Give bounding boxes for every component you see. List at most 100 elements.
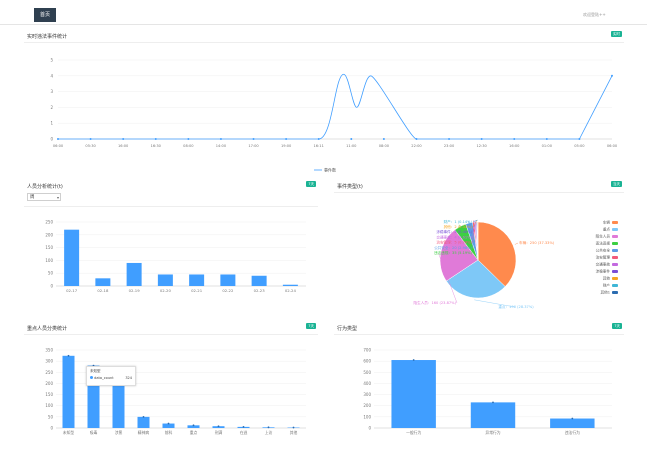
data-point — [89, 138, 92, 140]
y-tick-label: 0 — [50, 284, 53, 289]
tooltip-title: 未知型 — [90, 369, 101, 373]
bar — [470, 402, 516, 428]
y-tick-label: 50 — [48, 271, 54, 276]
legend-swatch — [612, 263, 618, 266]
bar-top-marker — [242, 425, 245, 428]
x-tick-label: 02-17 — [66, 288, 78, 293]
x-tick-label: 08:00 — [183, 144, 194, 148]
x-tick-label: 未知型 — [63, 430, 75, 435]
legend-swatch — [612, 284, 618, 287]
bar-top-marker — [292, 426, 295, 429]
x-tick-label: 前科 — [165, 430, 173, 435]
legend-label: 涉稳事件 — [596, 269, 611, 274]
data-point — [578, 138, 581, 140]
bar-top-marker — [142, 415, 145, 418]
panel-badge[interactable]: 7天 — [612, 323, 622, 329]
key-person-bar-chart: 050100150200250300350未知型 吸毒 涉黑 精神病 前科 重点 刑满 在逃上… — [45, 348, 306, 435]
panel-event-types: 事件类型(t) 当天 车辆：250 (37.33%) 重点：190 (28.37%… — [334, 178, 624, 318]
user-link[interactable]: 欢迎登陆++ — [583, 12, 606, 17]
legend-label: 重点 — [603, 227, 611, 232]
bar — [62, 355, 75, 428]
panel-badge[interactable]: 实时 — [611, 31, 622, 37]
data-point — [187, 138, 190, 140]
panel-key-person: 重点人员分类统计 7天 0 50 100 150 200 250 300 350 未知型 吸毒 涉黑… — [24, 320, 318, 450]
data-point — [219, 138, 222, 140]
x-tick-label: 吸毒 — [90, 430, 98, 435]
bar-top-marker — [192, 424, 195, 427]
bar-top-marker — [267, 426, 270, 429]
x-tick-label: 精神病 — [138, 430, 150, 435]
panel-divider — [24, 334, 318, 335]
y-tick-label: 150 — [45, 392, 53, 397]
x-tick-label: 16:11 — [314, 144, 324, 148]
x-tick-label: 02-23 — [254, 288, 266, 293]
x-tick-label: 其他 — [290, 430, 298, 435]
panel-divider — [334, 334, 624, 335]
x-tick-label: 06:00 — [53, 144, 64, 148]
x-tick-label: 01:00 — [542, 144, 553, 148]
x-tick-label: 05:30 — [85, 144, 96, 148]
bar — [187, 425, 200, 428]
y-tick-label: 200 — [45, 232, 53, 237]
bar-top-marker — [67, 354, 70, 357]
pie-leader-line — [472, 219, 478, 222]
data-point — [415, 138, 418, 140]
x-tick-label: 02-18 — [97, 288, 109, 293]
y-tick-label: 4 — [50, 73, 53, 78]
y-tick-label: 5 — [50, 58, 53, 63]
legend-label: 车辆 — [603, 220, 611, 225]
y-tick-label: 700 — [363, 348, 371, 353]
pie-label: 治安管理：5 (0.74%) — [436, 240, 472, 245]
x-tick-label: 12:30 — [476, 144, 487, 148]
bar — [391, 360, 436, 428]
bar — [189, 274, 205, 286]
x-tick-label: 23:00 — [444, 144, 455, 148]
legend-swatch — [612, 221, 618, 224]
x-tick-label: 违法行为 — [565, 430, 580, 435]
y-tick-label: 100 — [45, 403, 53, 408]
bar — [157, 274, 173, 286]
bar — [282, 284, 298, 286]
period-select[interactable]: 周 ▾ — [27, 193, 61, 201]
legend-swatch — [612, 270, 618, 273]
behavior-bar-chart: 0 100 200 300 400 500 600 700 一般行为 异常行为 违法行为 — [363, 348, 612, 435]
legend-swatch — [612, 277, 618, 280]
data-point — [545, 138, 548, 140]
x-tick-label: 19:00 — [281, 144, 292, 148]
y-tick-label: 2 — [50, 105, 53, 110]
legend-swatch — [612, 242, 618, 245]
y-tick-label: 50 — [48, 414, 54, 419]
panel-title: 实时违法事件统计 — [27, 34, 68, 40]
pie-label: 其他：2 (0.31%) — [444, 224, 473, 229]
bar — [95, 278, 111, 286]
y-tick-label: 150 — [45, 245, 53, 250]
data-point — [611, 74, 613, 77]
x-tick-label: 在逃 — [240, 430, 248, 435]
panel-badge[interactable]: 7天 — [306, 323, 316, 329]
legend-swatch — [612, 256, 618, 259]
panel-title: 事件类型(t) — [337, 184, 363, 190]
chevron-down-icon: ▾ — [56, 195, 59, 200]
bar-top-marker — [167, 422, 170, 425]
panel-badge[interactable]: 当天 — [611, 181, 622, 187]
panel-title: 行为类型 — [337, 326, 358, 332]
person-bar-chart: 0 50 100 150 200 250 02-17 02-18 02-19 02-20 02-21… — [45, 220, 306, 293]
legend-swatch — [612, 235, 618, 238]
bar — [162, 423, 175, 428]
pie-leader-line — [472, 219, 477, 233]
pie-label: 财产：1 (0.14%) — [444, 219, 473, 224]
x-tick-label: 08:00 — [379, 144, 390, 148]
top-navbar: 首页 欢迎登陆++ — [0, 0, 647, 25]
bar — [550, 418, 595, 428]
data-point — [382, 138, 385, 140]
legend-label: 事件数 — [324, 167, 336, 173]
y-tick-label: 100 — [45, 258, 53, 263]
tab-home[interactable]: 首页 — [34, 8, 57, 22]
pie-label: 交通事故：4 (0.61%) — [436, 234, 472, 239]
legend-label: 陌生人员 — [596, 234, 611, 239]
bar — [220, 274, 236, 286]
pie-leader-line — [438, 253, 458, 304]
panel-divider — [334, 192, 624, 193]
panel-badge[interactable]: 7天 — [306, 181, 316, 187]
data-point — [57, 138, 59, 140]
